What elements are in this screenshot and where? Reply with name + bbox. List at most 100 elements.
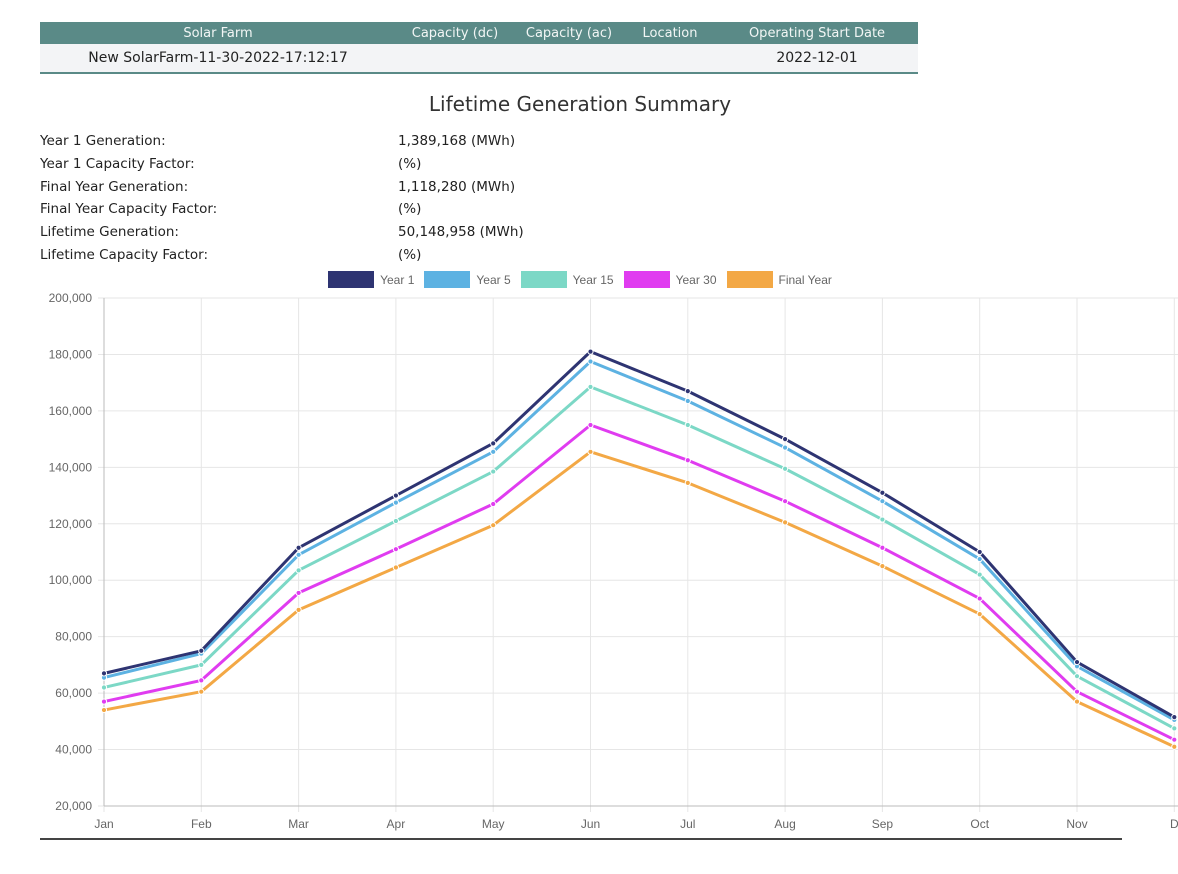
stat-year1-generation: Year 1 Generation: 1,389,168 (MWh) — [40, 130, 740, 153]
data-point — [879, 516, 886, 523]
data-point — [976, 610, 983, 618]
data-point — [198, 688, 205, 695]
series-year-30 — [100, 421, 1178, 743]
stat-label: Year 1 Generation: — [40, 133, 166, 149]
legend-item[interactable]: Final Year — [726, 271, 832, 288]
data-point — [1073, 673, 1081, 680]
header-solar-farm[interactable]: Solar Farm — [40, 22, 396, 44]
legend-label: Final Year — [778, 272, 832, 287]
legend-swatch — [520, 271, 567, 288]
data-point — [392, 492, 399, 499]
legend-item[interactable]: Year 30 — [623, 271, 717, 288]
x-tick-label: Jun — [581, 817, 600, 831]
data-point — [684, 421, 691, 429]
stat-final-year-generation: Final Year Generation: 1,118,280 (MWh) — [40, 176, 740, 199]
series-year-15 — [100, 383, 1178, 732]
solar-farm-table: Solar Farm Capacity (dc) Capacity (ac) L… — [40, 22, 918, 74]
y-tick-label: 160,000 — [49, 404, 93, 418]
cell-capacity-ac — [514, 44, 624, 74]
data-point — [976, 548, 983, 556]
header-location[interactable]: Location — [624, 22, 716, 44]
y-tick-label: 80,000 — [55, 630, 92, 644]
data-point — [684, 388, 691, 395]
data-point — [490, 468, 497, 475]
data-point — [1073, 688, 1081, 695]
data-point — [100, 698, 108, 705]
legend-swatch — [623, 271, 670, 288]
data-point — [392, 546, 399, 553]
series-line — [103, 360, 1176, 722]
data-point — [587, 358, 594, 365]
data-point — [879, 489, 886, 496]
legend-swatch — [726, 271, 773, 288]
x-tick-label: Nov — [1066, 817, 1087, 831]
stat-label: Final Year Capacity Factor: — [40, 201, 218, 218]
data-point — [198, 677, 205, 684]
y-tick-label: 180,000 — [49, 347, 93, 361]
table-row[interactable]: New SolarFarm-11-30-2022-17:12:17 2022-1… — [40, 44, 918, 74]
data-point — [976, 555, 983, 563]
header-capacity-dc[interactable]: Capacity (dc) — [396, 22, 514, 44]
stat-value: (%) — [398, 201, 422, 218]
data-point — [1171, 714, 1178, 721]
series-year-1 — [100, 348, 1178, 721]
x-tick-label: Oct — [970, 817, 989, 831]
table-header-row: Solar Farm Capacity (dc) Capacity (ac) L… — [40, 22, 918, 44]
y-tick-label: 200,000 — [49, 291, 93, 305]
data-point — [879, 544, 886, 551]
stat-final-year-capacity-factor: Final Year Capacity Factor: (%) — [40, 198, 740, 221]
data-point — [295, 544, 302, 551]
data-point — [490, 500, 497, 508]
cell-capacity-dc — [396, 44, 514, 74]
stat-year1-capacity-factor: Year 1 Capacity Factor: (%) — [40, 153, 740, 176]
grid — [98, 297, 1178, 812]
data-point — [295, 551, 302, 558]
data-point — [587, 448, 594, 455]
x-tick-label: Jul — [680, 817, 695, 831]
data-point — [1073, 658, 1081, 666]
stat-value: (%) — [398, 155, 422, 172]
legend-item[interactable]: Year 15 — [520, 271, 614, 288]
x-tick-label: Aug — [774, 817, 795, 831]
x-tick-label: D — [1170, 817, 1178, 831]
header-operating-start-date[interactable]: Operating Start Date — [716, 22, 918, 44]
stat-label: Lifetime Capacity Factor: — [40, 246, 209, 263]
data-point — [100, 706, 108, 714]
legend-item[interactable]: Year 1 — [328, 271, 414, 288]
stat-value: 50,148,958 (MWh) — [398, 224, 524, 241]
x-tick-label: Mar — [288, 817, 309, 831]
data-point — [879, 563, 886, 570]
data-point — [976, 595, 983, 602]
data-point — [490, 448, 497, 455]
y-tick-label: 60,000 — [55, 686, 92, 700]
stat-label: Lifetime Generation: — [40, 224, 179, 241]
data-point — [392, 499, 399, 506]
stat-label: Final Year Generation: — [40, 178, 189, 195]
data-point — [976, 571, 983, 578]
data-point — [879, 498, 886, 505]
x-tick-label: Feb — [191, 817, 212, 831]
stat-lifetime-capacity-factor: Lifetime Capacity Factor: (%) — [40, 244, 740, 267]
data-point — [782, 444, 789, 451]
y-tick-label: 20,000 — [55, 799, 92, 813]
x-tick-label: Apr — [387, 817, 406, 831]
legend-item[interactable]: Year 5 — [424, 271, 511, 288]
y-tick-label: 40,000 — [55, 743, 92, 757]
y-tick-label: 140,000 — [49, 460, 93, 474]
data-point — [100, 670, 108, 677]
summary-title: Lifetime Generation Summary — [428, 92, 732, 116]
series-year-5 — [100, 358, 1178, 724]
stat-value: (%) — [398, 246, 422, 263]
header-capacity-ac[interactable]: Capacity (ac) — [514, 22, 624, 44]
stat-lifetime-generation: Lifetime Generation: 50,148,958 (MWh) — [40, 221, 740, 244]
data-point — [198, 661, 205, 668]
cell-start-date: 2022-12-01 — [716, 44, 918, 74]
data-point — [782, 519, 789, 526]
series-line — [103, 385, 1176, 730]
data-point — [684, 457, 691, 464]
data-point — [198, 647, 205, 654]
data-point — [782, 436, 789, 443]
x-tick-label: Sep — [872, 817, 894, 831]
data-point — [100, 684, 108, 691]
data-point — [1073, 698, 1081, 705]
